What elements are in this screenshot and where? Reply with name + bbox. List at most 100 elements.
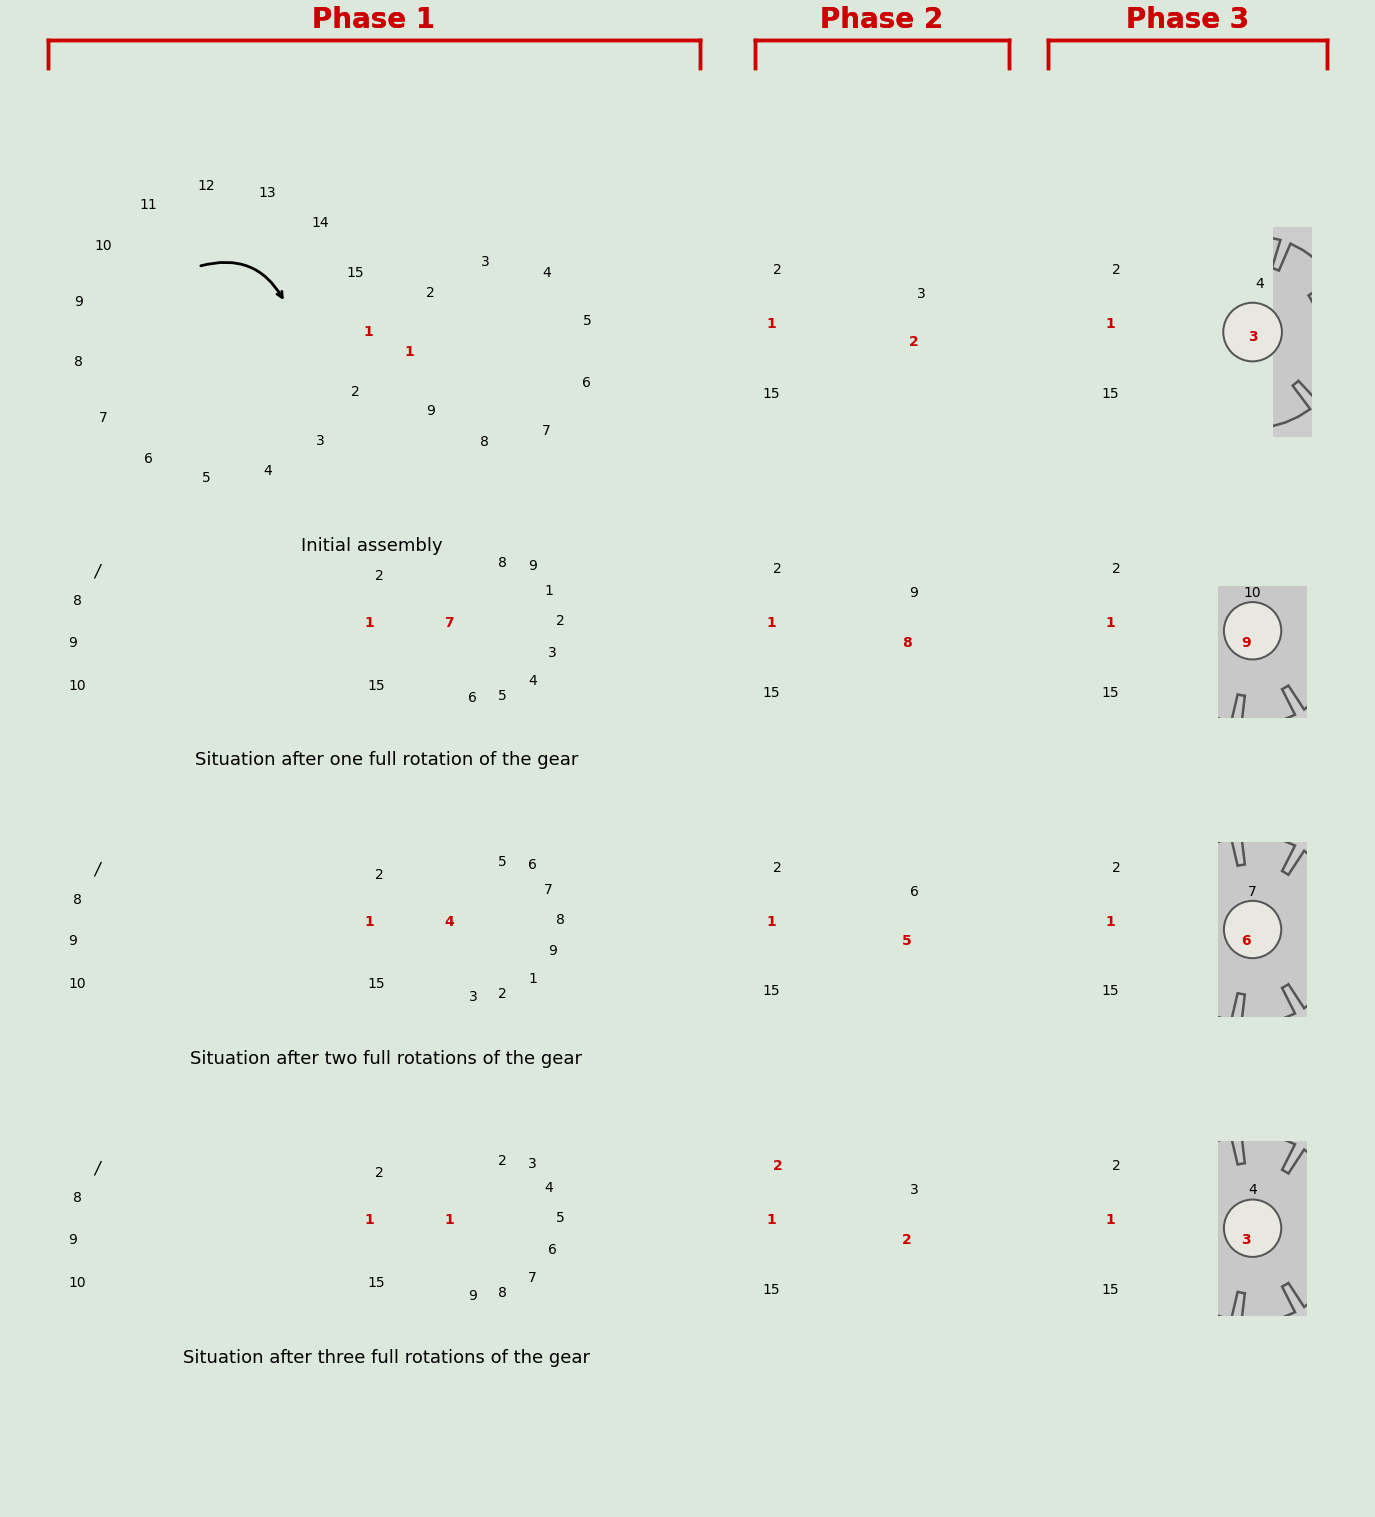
Bar [3,437,1372,586]
Circle shape [429,599,492,663]
Text: 6: 6 [1240,934,1250,948]
Bar [282,1001,780,1300]
Text: 2: 2 [352,385,360,399]
Bar [760,443,1009,543]
Bar [1099,842,1308,1016]
Text: Situation after three full rotations of the gear: Situation after three full rotations of … [183,1349,590,1367]
Bar [1099,543,1308,719]
Circle shape [886,602,943,660]
Text: 3: 3 [910,1183,918,1197]
Polygon shape [820,836,1008,1024]
Text: 2: 2 [375,1167,384,1180]
Text: 15: 15 [763,985,781,998]
Circle shape [469,320,532,384]
Text: 9: 9 [1240,636,1250,649]
Text: /: / [95,860,100,878]
Text: 8: 8 [73,892,82,907]
Text: 8: 8 [73,1191,82,1206]
Bar [3,834,844,1024]
Text: Phase 3: Phase 3 [1126,6,1250,35]
Text: 10: 10 [95,240,113,253]
Text: 4: 4 [444,915,454,928]
Bar [1312,223,1375,441]
Text: 7: 7 [99,411,109,425]
Text: 2: 2 [773,860,782,875]
Polygon shape [356,1124,565,1333]
Text: 4: 4 [528,674,538,687]
Text: 2: 2 [556,614,565,628]
Text: 6: 6 [910,884,918,898]
Polygon shape [23,1059,362,1397]
Text: 15: 15 [1101,985,1119,998]
Bar [282,1300,780,1517]
Bar [760,1041,1009,1141]
Bar [969,536,1218,725]
Polygon shape [356,825,565,1035]
Text: /: / [95,1159,100,1177]
Circle shape [429,1197,492,1261]
Text: 1: 1 [1106,915,1115,928]
Text: 2: 2 [1112,264,1121,278]
Text: 9: 9 [69,934,77,948]
Text: 5: 5 [498,689,507,702]
Circle shape [143,880,242,980]
Text: 6: 6 [144,452,153,466]
Text: 2: 2 [902,1233,912,1247]
Bar [3,79,1372,228]
Text: 3: 3 [528,1156,538,1171]
Bar [760,1016,1009,1117]
Text: 10: 10 [1244,586,1261,599]
Text: 2: 2 [909,335,918,349]
Bar [282,560,780,857]
Text: 3: 3 [480,255,489,269]
Bar [760,1141,969,1315]
Polygon shape [52,162,392,501]
Text: Initial assembly: Initial assembly [301,537,443,555]
Text: 10: 10 [69,678,87,693]
Text: 1: 1 [528,972,538,986]
Bar [760,842,969,1016]
Text: 9: 9 [426,404,434,417]
Circle shape [429,898,492,962]
Text: 6: 6 [583,376,591,390]
Text: 2: 2 [426,287,434,300]
Text: 2: 2 [1112,561,1121,576]
Text: 15: 15 [1101,686,1119,699]
Text: 5: 5 [498,854,507,869]
Text: 12: 12 [198,179,216,194]
Text: 15: 15 [763,387,781,400]
Bar [3,1133,844,1323]
Bar [3,702,352,1001]
Text: 2: 2 [375,868,384,881]
Polygon shape [23,461,362,799]
Text: 1: 1 [364,616,374,630]
Text: 9: 9 [528,560,538,573]
Text: 14: 14 [311,217,329,231]
Polygon shape [1159,1135,1346,1323]
Text: 4: 4 [263,464,272,478]
Text: 8: 8 [73,595,82,608]
Text: Phase 1: Phase 1 [312,6,436,35]
Bar [3,261,352,560]
Bar [1308,834,1375,1024]
Text: 15: 15 [367,1276,385,1289]
Text: 3: 3 [549,646,557,660]
Text: 8: 8 [556,913,565,927]
Circle shape [886,901,943,959]
Polygon shape [820,1135,1008,1323]
Polygon shape [356,526,565,736]
Bar [1099,1141,1308,1315]
Bar [1308,536,1375,725]
Text: 9: 9 [69,1233,77,1247]
Text: 5: 5 [202,470,210,484]
Text: 7: 7 [542,425,551,438]
Polygon shape [820,537,1008,725]
Circle shape [143,581,242,681]
Text: Phase 1: Phase 1 [312,6,436,35]
Text: 7: 7 [444,616,454,630]
Bar [760,742,1009,842]
Text: 1: 1 [364,1214,374,1227]
Bar [974,223,1272,441]
Bar [282,261,780,560]
Text: 15: 15 [763,1283,781,1297]
